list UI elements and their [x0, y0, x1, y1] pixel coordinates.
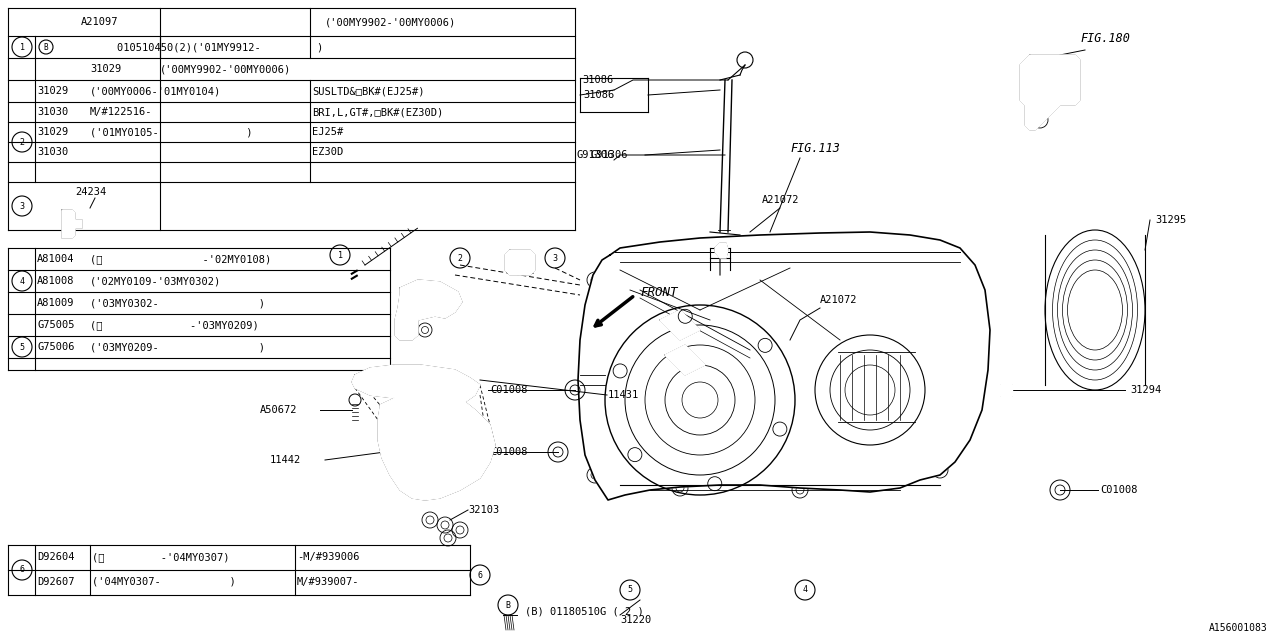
Text: 1: 1	[19, 42, 24, 51]
Text: 31086: 31086	[582, 90, 614, 100]
Text: ('03MY0302-                ): ('03MY0302- )	[90, 298, 265, 308]
Text: ('01MY0105-              ): ('01MY0105- )	[90, 127, 252, 137]
Text: 2: 2	[457, 253, 462, 262]
Text: G75006: G75006	[37, 342, 74, 352]
Text: ('00MY9902-'00MY0006): ('00MY9902-'00MY0006)	[324, 17, 456, 27]
Text: FIG.113: FIG.113	[790, 141, 840, 154]
Text: B: B	[44, 42, 49, 51]
Text: ('00MY9902-'00MY0006): ('00MY9902-'00MY0006)	[160, 64, 292, 74]
Polygon shape	[61, 210, 82, 238]
Text: 3: 3	[19, 202, 24, 211]
Text: B: B	[506, 600, 511, 609]
Text: SUSLTD&□BK#(EJ25#): SUSLTD&□BK#(EJ25#)	[312, 86, 425, 96]
Text: 31294: 31294	[1130, 385, 1161, 395]
Text: A81009: A81009	[37, 298, 74, 308]
Text: 11442: 11442	[270, 455, 301, 465]
Text: D92607: D92607	[37, 577, 74, 587]
Text: 31029: 31029	[37, 127, 68, 137]
Text: (　              -'03MY0209): ( -'03MY0209)	[90, 320, 259, 330]
Polygon shape	[579, 232, 989, 500]
Text: EJ25#: EJ25#	[312, 127, 343, 137]
Text: FIG.180: FIG.180	[1080, 31, 1130, 45]
Text: A81008: A81008	[37, 276, 74, 286]
Text: 31029: 31029	[90, 64, 122, 74]
Text: 2: 2	[19, 138, 24, 147]
Text: FRONT: FRONT	[640, 285, 677, 298]
Polygon shape	[396, 280, 462, 340]
Text: ('02MY0109-'03MY0302): ('02MY0109-'03MY0302)	[90, 276, 221, 286]
Text: G75005: G75005	[37, 320, 74, 330]
Text: M/#122516-: M/#122516-	[90, 107, 152, 117]
Text: 32103: 32103	[468, 505, 499, 515]
Text: A21072: A21072	[762, 195, 800, 205]
Text: C01008: C01008	[490, 385, 527, 395]
Text: 31030: 31030	[37, 107, 68, 117]
Text: 11431: 11431	[608, 390, 639, 400]
Text: 31220: 31220	[620, 615, 652, 625]
Text: A21072: A21072	[820, 295, 858, 305]
Text: (B) 01180510G ( 2 ): (B) 01180510G ( 2 )	[525, 607, 644, 617]
Text: C01008: C01008	[490, 447, 527, 457]
Text: 010510450(2)('01MY9912-         ): 010510450(2)('01MY9912- )	[116, 42, 323, 52]
Text: G91306: G91306	[590, 150, 627, 160]
Text: 1: 1	[338, 250, 343, 259]
Text: 31030: 31030	[37, 147, 68, 157]
Polygon shape	[352, 365, 480, 405]
Text: 6: 6	[19, 566, 24, 575]
Polygon shape	[666, 345, 705, 375]
Text: G91306: G91306	[576, 150, 614, 160]
Polygon shape	[378, 398, 495, 500]
Text: 4: 4	[803, 586, 808, 595]
Text: 31029: 31029	[37, 86, 68, 96]
Text: (　         -'04MY0307): ( -'04MY0307)	[92, 552, 229, 562]
Polygon shape	[660, 310, 700, 340]
Text: (　                -'02MY0108): ( -'02MY0108)	[90, 254, 271, 264]
Text: 24234: 24234	[76, 187, 106, 197]
Text: 5: 5	[627, 586, 632, 595]
Text: A156001083: A156001083	[1210, 623, 1268, 633]
Text: ('00MY0006-'01MY0104): ('00MY0006-'01MY0104)	[90, 86, 221, 96]
Text: 31086: 31086	[582, 75, 614, 85]
Polygon shape	[1000, 384, 1012, 396]
Polygon shape	[716, 243, 728, 258]
Text: ('04MY0307-           ): ('04MY0307- )	[92, 577, 236, 587]
Polygon shape	[1020, 55, 1080, 130]
Text: 31295: 31295	[1155, 215, 1187, 225]
Text: 4: 4	[19, 276, 24, 285]
Text: A21097: A21097	[81, 17, 119, 27]
Text: 3: 3	[553, 253, 558, 262]
Polygon shape	[506, 250, 535, 275]
Text: BRI,L,GT#,□BK#(EZ30D): BRI,L,GT#,□BK#(EZ30D)	[312, 107, 443, 117]
Text: -M/#939006: -M/#939006	[297, 552, 360, 562]
Text: EZ30D: EZ30D	[312, 147, 343, 157]
Text: A81004: A81004	[37, 254, 74, 264]
Text: 5: 5	[19, 342, 24, 351]
Text: D92604: D92604	[37, 552, 74, 562]
Text: M/#939007-: M/#939007-	[297, 577, 360, 587]
Text: A50672: A50672	[260, 405, 297, 415]
Text: C01008: C01008	[1100, 485, 1138, 495]
Text: ('03MY0209-                ): ('03MY0209- )	[90, 342, 265, 352]
Text: 6: 6	[477, 570, 483, 579]
